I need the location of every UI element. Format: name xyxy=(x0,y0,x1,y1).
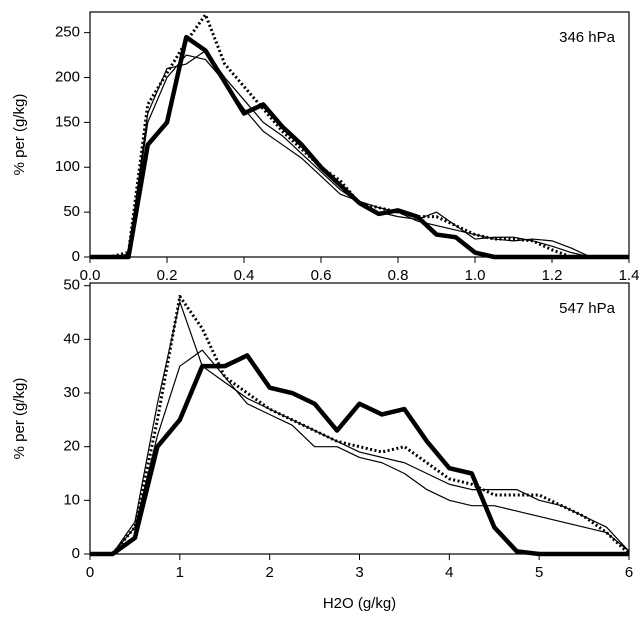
data-line xyxy=(90,353,629,557)
annotation: 547 hPa xyxy=(559,300,616,317)
x-tick-label: 0.0 xyxy=(80,267,101,284)
x-tick-label: 0.4 xyxy=(234,267,255,284)
y-tick-label: 200 xyxy=(55,68,80,85)
y-tick-label: 40 xyxy=(63,330,80,347)
x-tick-label: 0.2 xyxy=(157,267,178,284)
y-tick-label: 30 xyxy=(63,384,80,401)
x-tick-label: 1.2 xyxy=(542,267,563,284)
x-tick-label: 0 xyxy=(86,564,94,581)
x-tick-label: 1.4 xyxy=(619,267,640,284)
y-axis-label: % per (g/kg) xyxy=(11,94,28,176)
x-tick-label: 6 xyxy=(625,564,633,581)
x-tick-label: 4 xyxy=(445,564,453,581)
data-line xyxy=(90,13,629,259)
x-tick-label: 3 xyxy=(355,564,363,581)
y-tick-label: 150 xyxy=(55,113,80,130)
x-tick-label: 2 xyxy=(265,564,273,581)
y-tick-label: 0 xyxy=(72,248,80,265)
plot-frame xyxy=(89,282,630,555)
data-line xyxy=(90,49,629,258)
data-line xyxy=(90,54,629,258)
x-tick-label: 0.8 xyxy=(388,267,409,284)
x-tick-label: 1.0 xyxy=(465,267,486,284)
y-tick-label: 20 xyxy=(63,438,80,455)
y-tick-label: 10 xyxy=(63,491,80,508)
y-tick-label: 50 xyxy=(63,277,80,294)
data-line xyxy=(90,301,630,555)
x-tick-label: 1 xyxy=(176,564,184,581)
y-tick-label: 250 xyxy=(55,24,80,41)
x-tick-label: 0.6 xyxy=(311,267,332,284)
y-tick-label: 50 xyxy=(63,203,80,220)
y-tick-label: 0 xyxy=(72,545,80,562)
data-line xyxy=(90,349,630,555)
data-line xyxy=(90,34,629,260)
x-axis-label: H2O (g/kg) xyxy=(323,595,396,612)
plot-frame xyxy=(89,11,630,258)
x-tick-label: 5 xyxy=(535,564,543,581)
data-line xyxy=(90,294,631,556)
y-axis-label: % per (g/kg) xyxy=(11,378,28,460)
y-tick-label: 100 xyxy=(55,158,80,175)
annotation: 346 hPa xyxy=(559,29,616,46)
